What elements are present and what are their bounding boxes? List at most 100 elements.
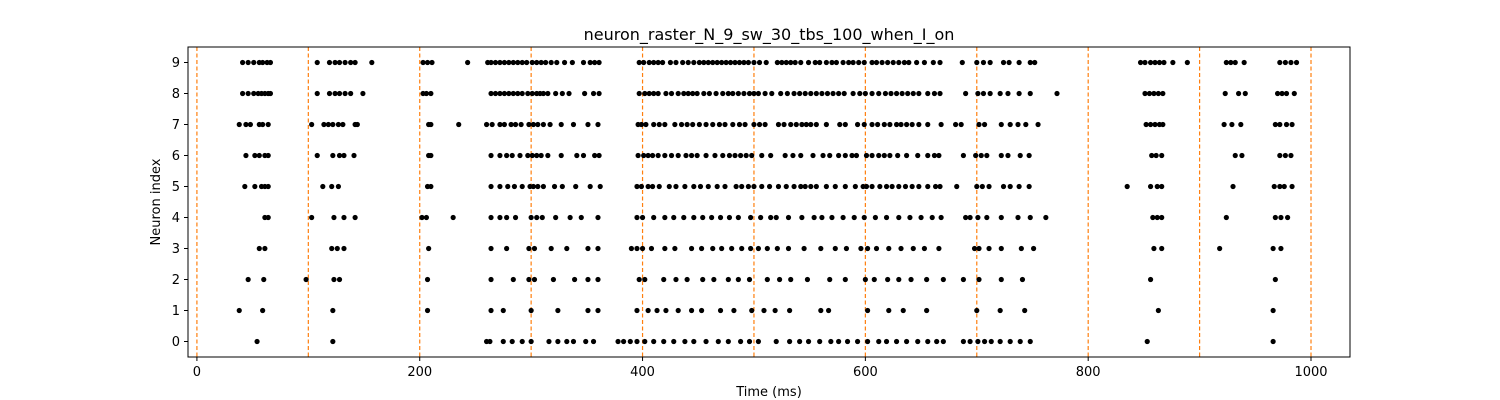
spike-point: [267, 59, 274, 66]
spike-point: [762, 121, 768, 128]
spike-point: [887, 152, 893, 159]
spike-point: [500, 307, 506, 314]
spike-point: [559, 90, 565, 97]
spike-point: [663, 307, 669, 314]
spike-point: [492, 90, 499, 97]
spike-point: [651, 90, 657, 97]
spike-point: [885, 59, 891, 66]
spike-point: [781, 121, 787, 128]
spike-point: [265, 214, 271, 221]
spike-point: [597, 183, 603, 190]
spike-point: [788, 276, 794, 283]
spike-point: [934, 338, 940, 345]
spike-point: [918, 214, 924, 221]
spike-point: [898, 245, 904, 252]
spike-point: [529, 59, 535, 66]
spike-point: [820, 152, 826, 159]
spike-point: [840, 214, 846, 221]
spike-point: [681, 90, 687, 97]
spike-point: [326, 90, 333, 97]
spike-point: [906, 59, 912, 66]
spike-point: [905, 90, 911, 97]
spike-point: [341, 152, 347, 159]
spike-point: [778, 90, 784, 97]
spike-point: [332, 90, 338, 97]
spike-point: [243, 152, 249, 159]
spike-point: [893, 90, 900, 97]
spike-point: [1160, 121, 1166, 128]
spike-point: [743, 152, 749, 159]
spike-point: [261, 276, 267, 283]
spike-point: [646, 59, 652, 66]
spike-point: [861, 121, 867, 128]
spike-point: [1142, 90, 1148, 97]
spike-point: [528, 307, 534, 314]
spike-point: [954, 183, 960, 190]
spike-point: [260, 59, 266, 66]
spike-point: [720, 152, 726, 159]
spike-point: [330, 121, 336, 128]
spike-point: [331, 214, 337, 221]
spike-point: [570, 121, 577, 128]
spike-point: [819, 90, 825, 97]
spike-point: [1016, 59, 1022, 66]
spike-point: [488, 307, 494, 314]
spike-point: [735, 90, 741, 97]
spike-point: [698, 245, 705, 252]
spike-point: [1230, 183, 1236, 190]
spike-point: [1007, 338, 1013, 345]
spike-point: [682, 338, 688, 345]
spike-point: [1239, 152, 1245, 159]
spike-point: [690, 90, 696, 97]
spike-point: [842, 276, 848, 283]
spike-point: [844, 338, 851, 345]
spike-point: [785, 214, 792, 221]
spike-point: [582, 90, 588, 97]
spike-point: [649, 183, 656, 190]
spike-point: [423, 214, 430, 221]
spike-point: [505, 183, 511, 190]
spike-point: [330, 152, 336, 159]
spike-point: [506, 59, 512, 66]
spike-point: [910, 90, 916, 97]
y-tick-label: 9: [172, 56, 180, 71]
spike-point: [975, 338, 981, 345]
spike-point: [596, 59, 602, 66]
spike-point: [784, 90, 790, 97]
spike-point: [823, 183, 829, 190]
spike-point: [504, 214, 510, 221]
spike-point: [998, 152, 1004, 159]
spike-point: [578, 214, 584, 221]
spike-point: [836, 152, 842, 159]
spike-point: [925, 338, 931, 345]
spike-point: [1288, 152, 1294, 159]
spike-point: [492, 59, 499, 66]
spike-point: [896, 183, 902, 190]
spike-point: [1152, 121, 1158, 128]
spike-point: [925, 152, 931, 159]
spike-point: [772, 307, 778, 314]
spike-point: [896, 276, 902, 283]
spike-point: [737, 152, 744, 159]
spike-point: [497, 152, 503, 159]
spike-point: [759, 152, 765, 159]
spike-point: [729, 245, 735, 252]
spike-point: [423, 90, 430, 97]
spike-point: [700, 276, 706, 283]
spike-point: [675, 307, 681, 314]
spike-point: [1184, 59, 1190, 66]
spike-point: [245, 276, 251, 283]
spike-point: [827, 276, 833, 283]
spike-point: [853, 152, 860, 159]
spike-point: [595, 121, 601, 128]
spike-point: [1272, 214, 1278, 221]
spike-point: [792, 59, 798, 66]
spike-point: [419, 214, 425, 221]
spike-point: [726, 152, 733, 159]
spike-point: [251, 59, 257, 66]
spike-point: [931, 152, 938, 159]
spike-point: [321, 121, 327, 128]
y-tick-label: 4: [172, 211, 180, 226]
spike-point: [569, 59, 575, 66]
spike-point: [735, 214, 741, 221]
